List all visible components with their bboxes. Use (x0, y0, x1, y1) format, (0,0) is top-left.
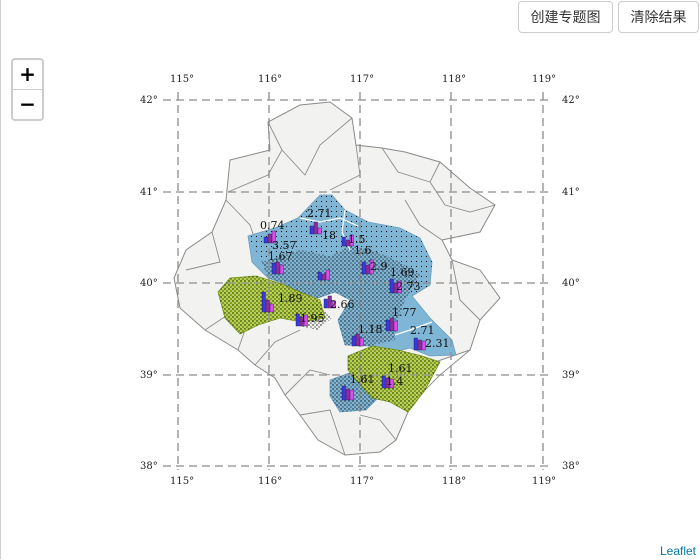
bar-glyph-mark (389, 278, 394, 294)
bar-glyph-mark (317, 227, 322, 235)
bar-glyph-mark (345, 388, 350, 401)
zoom-in-button[interactable]: + (13, 60, 42, 90)
bar-glyph-mark (313, 221, 318, 235)
zoom-control: + − (11, 58, 44, 121)
bar-glyph-mark (295, 313, 300, 327)
map-value-label: 2.71 (307, 207, 332, 220)
map-value-label: 18 (322, 229, 336, 242)
right-lat-label: 38° (562, 461, 580, 472)
map-value-label: 1.61 (350, 373, 375, 386)
bar-glyph-mark (355, 333, 360, 347)
left-lat-label: 40° (140, 278, 158, 289)
bar-glyph-mark (309, 225, 314, 235)
map-value-label: 1.18 (358, 323, 383, 336)
left-lat-label: 38° (140, 461, 158, 472)
map-value-label: 2.66 (330, 298, 355, 311)
map-value-label: 1.6 (354, 244, 372, 257)
right-lat-label: 42° (562, 95, 580, 106)
bar-glyph-mark (279, 264, 284, 275)
bar-glyph-mark (299, 316, 304, 327)
bar-glyph-mark (361, 261, 366, 275)
bar-glyph-mark (345, 239, 350, 247)
top-lon-label: 116° (258, 74, 282, 85)
bottom-lon-label: 116° (258, 476, 282, 487)
bar-glyph-mark (325, 269, 330, 281)
leaflet-attribution-link[interactable]: Leaflet (659, 544, 696, 558)
bar-glyph-mark (369, 259, 374, 275)
graticule (163, 92, 553, 470)
map-value-label: 2.71 (410, 324, 435, 337)
bar-glyph-mark (269, 303, 274, 313)
bar-glyph-layer (261, 221, 426, 401)
top-lon-label: 117° (350, 74, 374, 85)
map-value-labels: 0.74 2.71 18 3.57 1.67 1.5 1.6 2.9 1.69 … (260, 207, 450, 388)
bar-glyph-mark (349, 234, 354, 247)
map-value-label: 1.5 (348, 233, 366, 246)
bottom-lon-label: 115° (170, 476, 194, 487)
right-lat-label: 39° (562, 370, 580, 381)
map-value-label: 1.95 (300, 312, 325, 325)
map-value-label: 2.9 (370, 260, 388, 273)
bar-glyph-mark (271, 262, 276, 275)
bar-glyph-mark (351, 335, 356, 347)
bar-glyph-mark (393, 282, 398, 294)
graticule-labels: 115° 116° 117° 118° 119° 115° 116° 117° … (140, 74, 580, 487)
bar-glyph-mark (417, 339, 422, 351)
bar-glyph-mark (317, 271, 322, 281)
right-lat-label: 40° (562, 278, 580, 289)
bar-glyph-mark (421, 340, 426, 351)
map-value-label: 0.74 (260, 219, 285, 232)
bar-glyph-mark (389, 317, 394, 332)
bar-glyph-mark (261, 291, 266, 313)
map-value-label: 2.31 (425, 337, 450, 350)
left-lat-label: 41° (140, 187, 158, 198)
bar-glyph-mark (265, 299, 270, 313)
bar-glyph-mark (331, 300, 336, 309)
right-lat-label: 41° (562, 187, 580, 198)
bar-glyph-mark (349, 389, 354, 401)
map-value-label: 1.77 (392, 306, 417, 319)
bar-glyph-mark (389, 378, 394, 389)
bar-glyph-mark (393, 320, 398, 332)
map-value-label: 3.57 (272, 239, 297, 252)
bottom-lon-label: 118° (442, 476, 466, 487)
bar-glyph-mark (267, 233, 272, 244)
map-value-label: 1.61 (388, 362, 413, 375)
bar-glyph-mark (323, 298, 328, 309)
bar-glyph-mark (321, 273, 326, 281)
bar-glyph-mark (341, 385, 346, 401)
left-lat-label: 39° (140, 370, 158, 381)
clear-results-button[interactable]: 清除结果 (618, 1, 699, 33)
create-thematic-map-button[interactable]: 创建专题图 (518, 1, 613, 33)
bar-glyph-mark (275, 261, 280, 275)
bar-glyph-mark (271, 230, 276, 244)
map-value-label: 1.4 (386, 375, 404, 388)
map-value-label: 1.69 (390, 266, 415, 279)
bar-glyph-mark (359, 337, 364, 347)
bar-glyph-mark (381, 375, 386, 389)
bar-glyph-mark (385, 319, 390, 332)
map-value-label: 1.89 (278, 292, 303, 305)
zoom-out-button[interactable]: − (19, 92, 36, 116)
bottom-lon-label: 119° (532, 476, 556, 487)
top-lon-label: 115° (170, 74, 194, 85)
bar-glyph-mark (263, 236, 268, 244)
bar-glyph-mark (385, 377, 390, 389)
bottom-lon-label: 117° (350, 476, 374, 487)
map-value-label: 1.67 (268, 250, 293, 263)
top-lon-label: 119° (532, 74, 556, 85)
bar-glyph-mark (327, 295, 332, 309)
bar-glyph-mark (413, 337, 418, 351)
bar-glyph-mark (303, 314, 308, 327)
bar-glyph-mark (341, 236, 346, 247)
map-value-label: 2.73 (396, 280, 421, 293)
left-lat-label: 42° (140, 95, 158, 106)
bar-glyph-mark (365, 264, 370, 275)
bar-glyph-mark (397, 280, 402, 294)
top-lon-label: 118° (442, 74, 466, 85)
